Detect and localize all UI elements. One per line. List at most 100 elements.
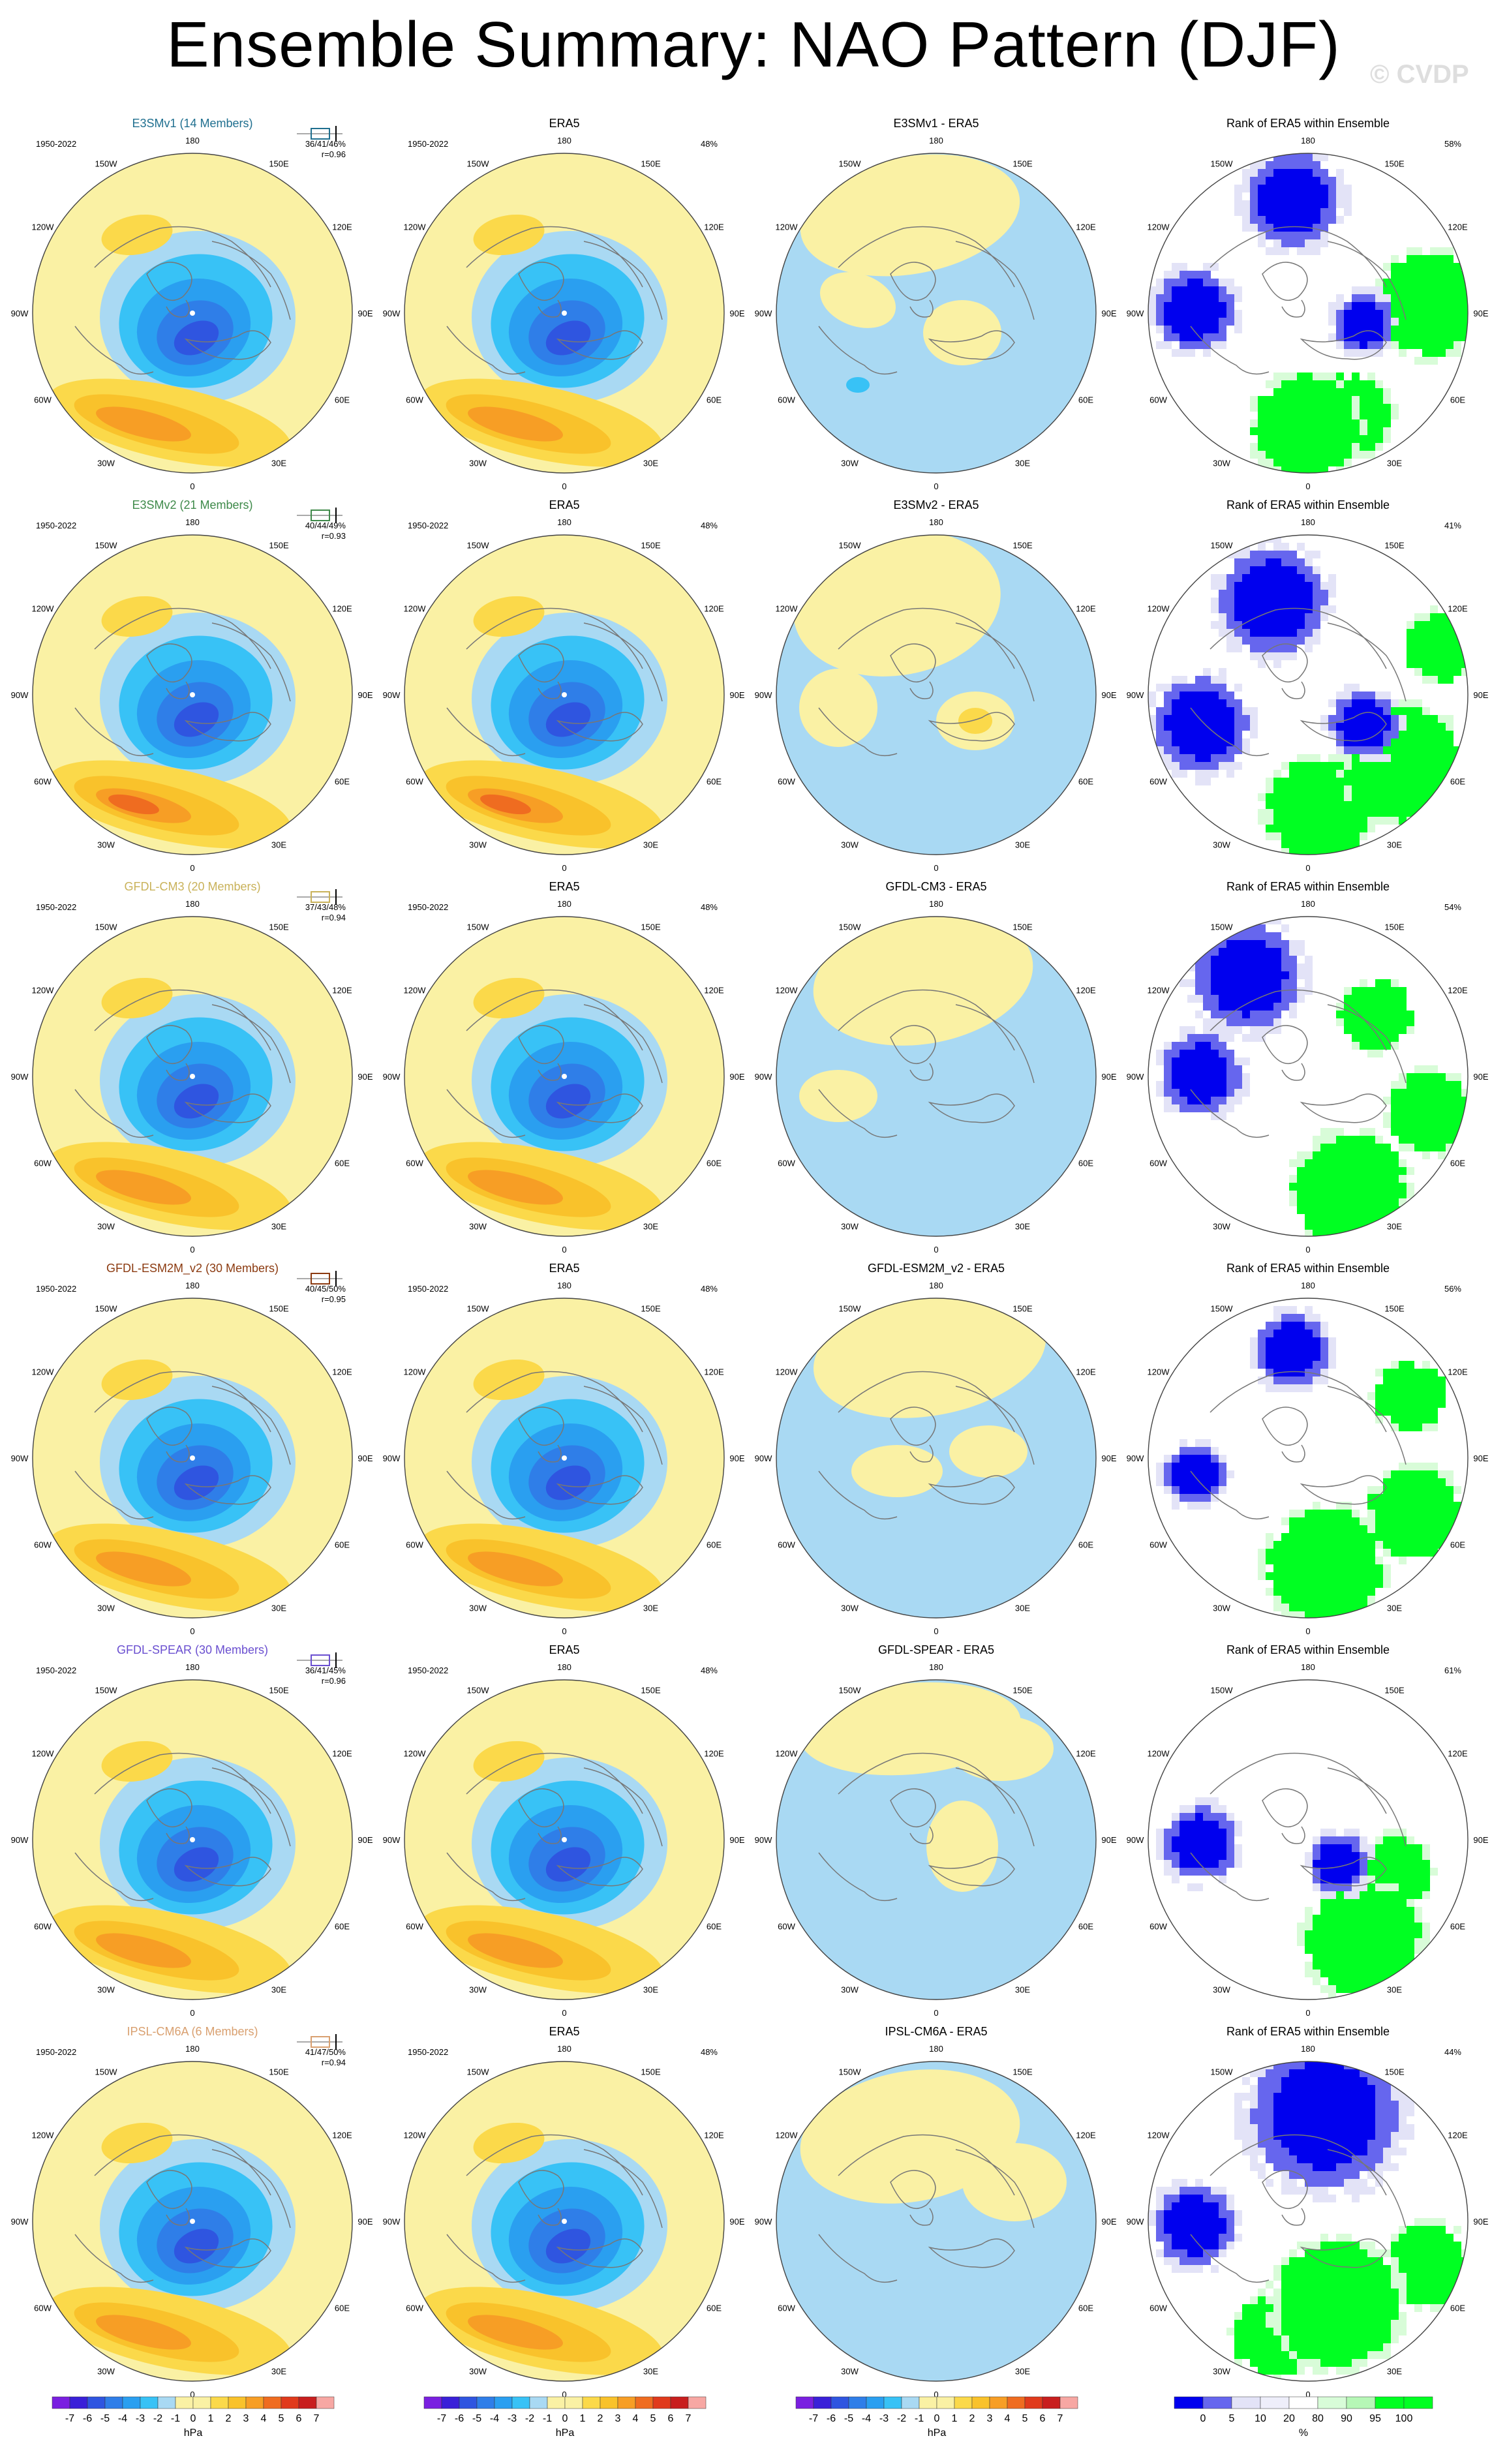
rank-cell (1187, 1494, 1195, 1502)
rank-cell (1407, 1954, 1414, 1962)
longitude-label: 90E (729, 1072, 744, 1082)
rank-cell (1391, 1026, 1399, 1034)
rank-cell (1446, 310, 1454, 318)
rank-cell (1219, 294, 1226, 302)
rank-cell (1320, 2077, 1328, 2085)
rank-cell (1313, 598, 1320, 605)
rank-cell (1461, 2281, 1468, 2289)
rank-cell (1297, 598, 1305, 605)
rank-cell (1273, 598, 1281, 605)
rank-cell (1352, 2335, 1360, 2343)
rank-cell (1289, 1541, 1297, 1549)
rank-cell (1203, 1073, 1211, 1081)
rank-cell (1305, 232, 1313, 239)
rank-cell (1187, 1860, 1195, 1868)
years-label: 1950-2022 (408, 1284, 448, 1294)
rank-cell (1375, 1222, 1383, 1230)
rank-cell (1180, 1470, 1187, 1478)
rank-cell (1148, 294, 1156, 302)
coastline (184, 2238, 271, 2268)
map-body (33, 2061, 352, 2381)
rank-cell (1430, 668, 1438, 676)
coastline (518, 262, 564, 301)
longitude-label: 0 (1305, 1245, 1310, 1255)
map-panel: 180150E120E90E60E30E030W60W90W120W150WIP… (755, 2025, 1117, 2399)
rank-cell (1407, 731, 1414, 738)
colorbar-tick-label: -6 (827, 2413, 836, 2424)
rank-cell (1226, 971, 1234, 979)
rank-cell (1234, 707, 1242, 715)
rank-cell (1407, 1907, 1414, 1915)
rank-cell (1313, 605, 1320, 613)
rank-cell (1360, 1993, 1367, 2000)
rank-cell (1289, 2163, 1297, 2171)
map-body (404, 2061, 724, 2381)
rank-cell (1375, 1191, 1383, 1198)
rank-cell (1297, 558, 1305, 566)
rank-cell (1195, 2187, 1203, 2195)
rank-cell (1399, 333, 1407, 341)
rank-cell (1305, 582, 1313, 590)
rank-cell (1336, 326, 1344, 333)
rank-cell (1375, 1175, 1383, 1183)
rank-cell (1313, 1564, 1320, 1572)
rank-cell (1422, 676, 1430, 684)
rank-cell (1313, 443, 1320, 451)
rank-cell (1258, 232, 1266, 239)
rank-cell (1399, 1915, 1407, 1923)
rank-cell (1211, 1112, 1219, 1120)
colorbar-swatch (122, 2396, 141, 2409)
rank-cell (1297, 964, 1305, 971)
rank-cell (1367, 1167, 1375, 1175)
rank-cell (1336, 1907, 1344, 1915)
rank-cell (1320, 2351, 1328, 2359)
rank-cell (1328, 1159, 1336, 1167)
rank-cell (1297, 200, 1305, 208)
rank-cell (1203, 987, 1211, 995)
rank-cell (1336, 723, 1344, 731)
rank-cell (1391, 801, 1399, 809)
rank-cell (1172, 1104, 1180, 1112)
rank-cell (1242, 558, 1250, 566)
rank-cell (1352, 2273, 1360, 2281)
rank-cell (1234, 2359, 1242, 2367)
rank-cell (1219, 692, 1226, 699)
rank-cell (1360, 310, 1367, 318)
rank-cell (1454, 645, 1461, 652)
colorbar-tick-label: 1 (952, 2413, 958, 2424)
rank-cell (1383, 1502, 1391, 1510)
rank-title: Rank of ERA5 within Ensemble (1226, 1262, 1390, 1275)
rank-cell (1430, 762, 1438, 770)
rank-cell (1391, 1549, 1399, 1557)
rank-cell (1328, 1876, 1336, 1883)
rank-cell (1281, 169, 1289, 177)
rank-cell (1297, 380, 1305, 388)
rank-cell (1360, 1136, 1367, 1144)
rank-cell (1273, 185, 1281, 192)
rank-cell (1313, 2304, 1320, 2312)
rank-cell (1367, 754, 1375, 762)
rank-cell (1281, 2148, 1289, 2155)
rank-cell (1320, 1369, 1328, 1376)
rank-cell (1313, 2265, 1320, 2273)
rank-cell (1219, 754, 1226, 762)
rank-cell (1305, 1191, 1313, 1198)
rank-cell (1454, 263, 1461, 271)
rank-cell (1305, 1198, 1313, 1206)
colorbar-tick-label: -4 (118, 2413, 127, 2424)
rank-cell (1367, 2289, 1375, 2296)
rank-cell (1195, 1089, 1203, 1097)
rank-cell (1305, 2085, 1313, 2093)
rank-cell (1414, 2304, 1422, 2312)
rank-cell (1180, 294, 1187, 302)
map-border (32, 534, 353, 855)
rank-cell (1258, 185, 1266, 192)
rank-cell (1383, 2296, 1391, 2304)
rank-cell (1375, 2265, 1383, 2273)
longitude-label: 30W (97, 840, 115, 849)
coastline (466, 607, 643, 669)
colorbar-swatch (1007, 2396, 1026, 2409)
rank-cell (1289, 645, 1297, 652)
rank-cell (1211, 1057, 1219, 1065)
rank-cell (1273, 2335, 1281, 2343)
